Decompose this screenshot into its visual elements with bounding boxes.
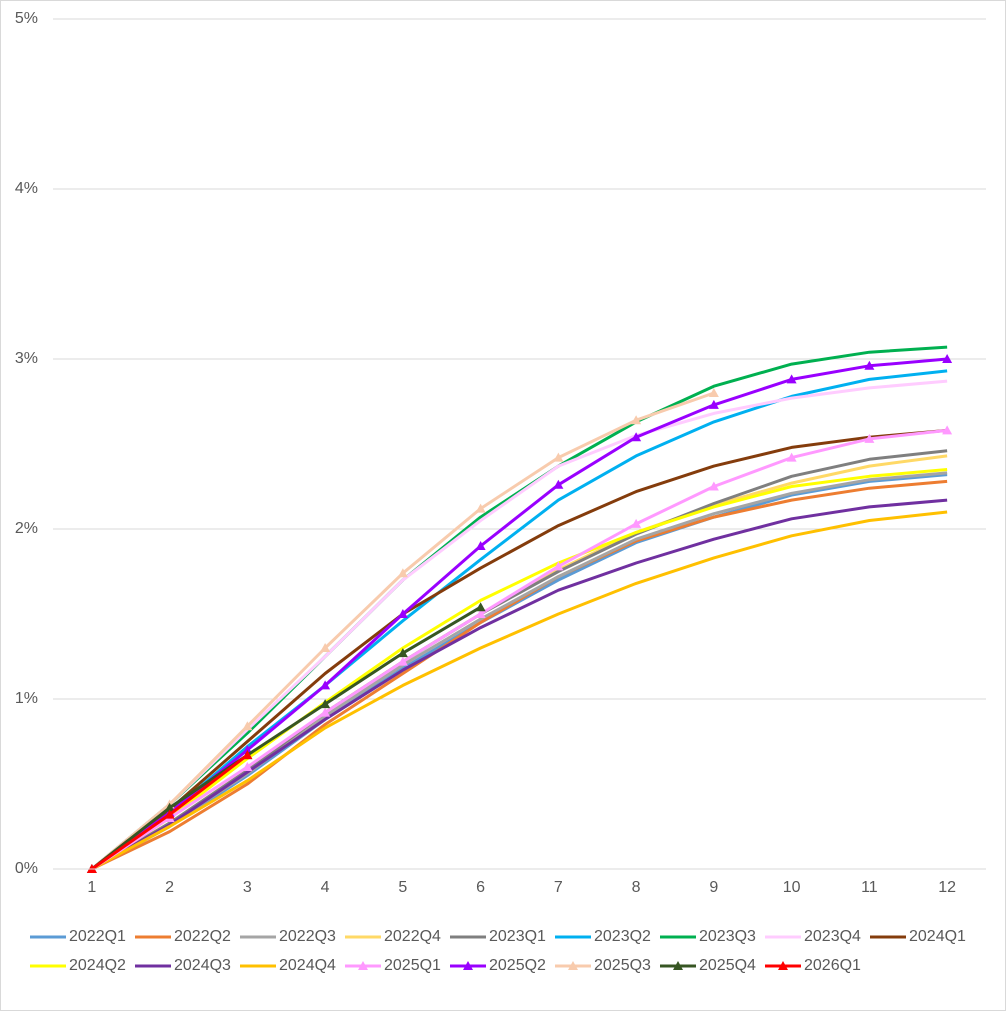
legend-label: 2025Q4 bbox=[699, 957, 756, 974]
x-tick-label: 10 bbox=[783, 879, 801, 896]
legend-marker bbox=[568, 961, 578, 970]
legend-label: 2024Q4 bbox=[279, 957, 336, 974]
point-marker bbox=[553, 561, 564, 571]
legend-marker bbox=[463, 961, 473, 970]
x-tick-label: 9 bbox=[709, 879, 718, 896]
series-line bbox=[90, 379, 948, 871]
point-marker bbox=[397, 568, 408, 578]
point-marker bbox=[397, 609, 408, 618]
series-line bbox=[91, 510, 948, 871]
point-marker bbox=[320, 699, 331, 709]
point-marker bbox=[242, 762, 253, 771]
point-marker bbox=[164, 809, 175, 819]
point-marker bbox=[320, 643, 331, 652]
point-marker bbox=[320, 680, 331, 690]
y-tick-label: 4% bbox=[15, 180, 38, 197]
y-tick-label: 1% bbox=[15, 690, 38, 707]
legend-label: 2022Q2 bbox=[174, 928, 231, 945]
legend-label: 2022Q4 bbox=[384, 928, 441, 945]
x-tick-label: 2 bbox=[165, 879, 174, 896]
x-tick-label: 7 bbox=[554, 879, 563, 896]
point-marker bbox=[475, 609, 486, 618]
x-tick-label: 6 bbox=[476, 879, 485, 896]
point-marker bbox=[631, 415, 642, 425]
point-marker bbox=[553, 452, 564, 462]
point-marker bbox=[708, 388, 719, 397]
legend-label: 2022Q3 bbox=[279, 928, 336, 945]
legend-label: 2025Q1 bbox=[384, 957, 441, 974]
point-marker bbox=[786, 452, 797, 462]
legend-label: 2025Q3 bbox=[594, 957, 651, 974]
legend-label: 2022Q1 bbox=[69, 928, 126, 945]
point-marker bbox=[708, 399, 719, 409]
point-marker bbox=[864, 360, 875, 370]
x-tick-label: 5 bbox=[398, 879, 407, 896]
point-marker bbox=[942, 425, 953, 435]
y-tick-label: 0% bbox=[15, 860, 38, 877]
legend-marker bbox=[778, 961, 788, 970]
x-tick-label: 8 bbox=[632, 879, 641, 896]
point-marker bbox=[320, 707, 331, 717]
x-tick-label: 12 bbox=[938, 879, 956, 896]
x-tick-label: 4 bbox=[321, 879, 330, 896]
point-marker bbox=[553, 479, 564, 489]
series-line bbox=[90, 369, 948, 871]
legend-label: 2024Q1 bbox=[909, 928, 966, 945]
y-tick-label: 3% bbox=[15, 350, 38, 367]
legend-label: 2024Q2 bbox=[69, 957, 126, 974]
legend-label: 2023Q3 bbox=[699, 928, 756, 945]
point-marker bbox=[631, 518, 642, 528]
point-marker bbox=[942, 354, 953, 363]
point-marker bbox=[631, 432, 642, 442]
series-line bbox=[91, 428, 948, 871]
x-tick-label: 3 bbox=[243, 879, 252, 896]
legend-marker bbox=[673, 961, 683, 970]
series-line bbox=[90, 605, 482, 871]
y-tick-label: 5% bbox=[15, 10, 38, 27]
y-tick-label: 2% bbox=[15, 520, 38, 537]
point-marker bbox=[397, 656, 408, 666]
point-marker bbox=[242, 750, 253, 760]
series-line bbox=[90, 357, 948, 871]
series-line bbox=[91, 498, 948, 871]
point-marker bbox=[164, 802, 175, 812]
point-marker bbox=[708, 481, 719, 491]
x-tick-label: 11 bbox=[861, 879, 878, 896]
legend-label: 2023Q1 bbox=[489, 928, 546, 945]
series-line bbox=[90, 428, 948, 871]
legend-label: 2023Q2 bbox=[594, 928, 651, 945]
point-marker bbox=[242, 721, 253, 731]
legend-label: 2025Q2 bbox=[489, 957, 546, 974]
legend-marker bbox=[358, 961, 368, 970]
series-line bbox=[91, 468, 948, 871]
point-marker bbox=[397, 648, 408, 658]
legend-label: 2026Q1 bbox=[804, 957, 861, 974]
point-marker bbox=[475, 602, 486, 612]
point-marker bbox=[786, 374, 797, 384]
x-tick-label: 1 bbox=[87, 879, 96, 896]
point-marker bbox=[475, 503, 486, 513]
point-marker bbox=[864, 433, 875, 443]
legend-label: 2023Q4 bbox=[804, 928, 861, 945]
point-marker bbox=[475, 541, 486, 550]
legend-label: 2024Q3 bbox=[174, 957, 231, 974]
